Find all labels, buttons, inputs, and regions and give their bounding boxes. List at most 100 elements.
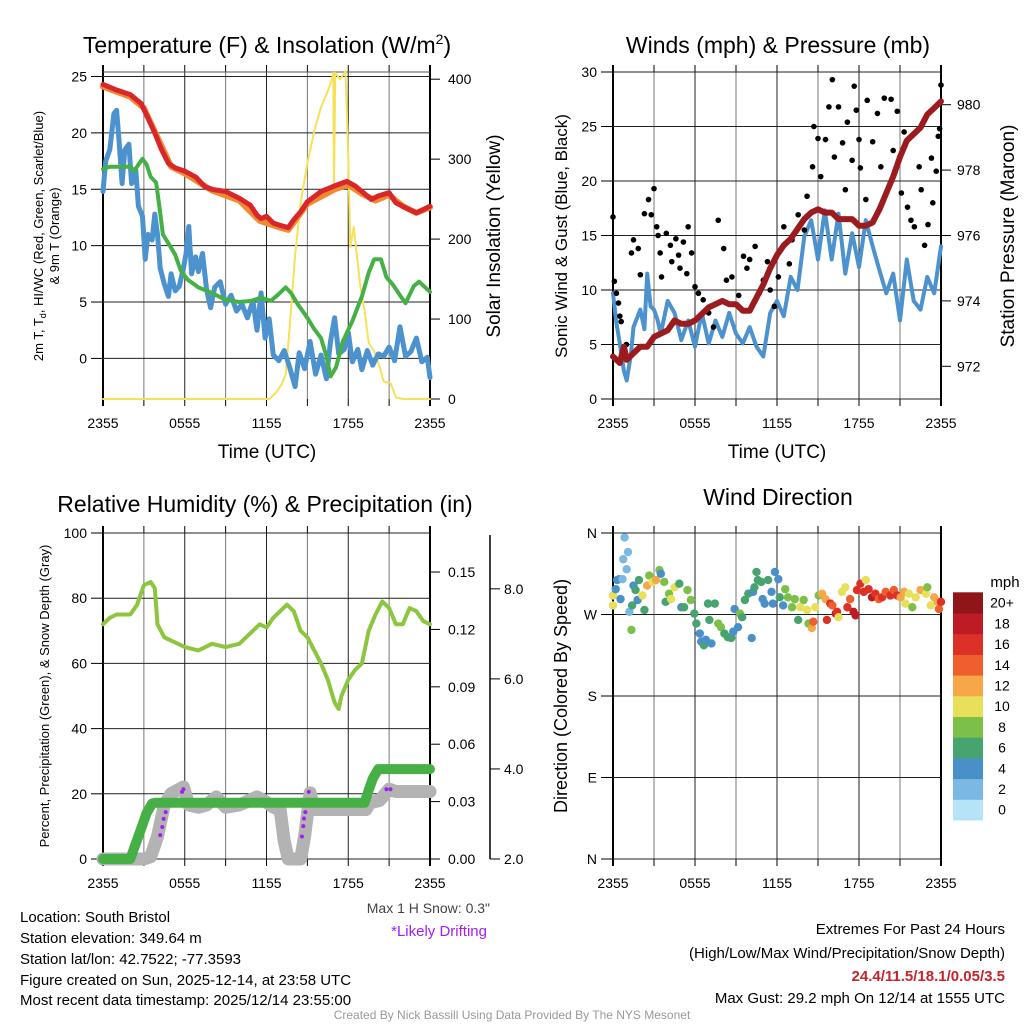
- gust-point: [925, 221, 931, 228]
- pressure-y-axis-title: Station Pressure (Maroon): [998, 125, 1019, 348]
- wind-direction-point: [640, 605, 649, 615]
- wind-direction-point: [923, 583, 932, 592]
- gust-point: [936, 125, 943, 132]
- gust-point: [746, 256, 753, 263]
- extremes-heading: Extremes For Past 24 Hours: [816, 921, 1005, 938]
- gust-point: [786, 261, 793, 267]
- gust-point: [668, 258, 675, 265]
- wind-direction-points: [608, 533, 946, 650]
- winds-x-axis-title: Time (UTC): [728, 442, 827, 463]
- gust-point: [849, 157, 855, 164]
- left-tick-label: 100: [64, 525, 88, 541]
- wind-direction-point: [692, 619, 701, 628]
- gust-point: [641, 210, 648, 217]
- wind-direction-y-axis-title: Direction (Colored By Speed): [551, 579, 571, 813]
- gust-point: [928, 155, 935, 161]
- left-tick-label: N: [587, 525, 597, 541]
- wind-direction-point: [851, 611, 860, 620]
- colorbar-swatch: [953, 633, 983, 655]
- wind-direction-point: [638, 591, 647, 600]
- gust-point: [685, 223, 691, 230]
- winds-chart-title: Winds (mph) & Pressure (mb): [626, 32, 930, 58]
- gust-point: [935, 133, 942, 140]
- right2-tick-label: 4.0: [504, 761, 524, 777]
- drifting-marker: [160, 825, 165, 830]
- wind-direction-point: [750, 583, 759, 592]
- chart-2-left-ticks: 0 20 40 60 80 100: [64, 525, 430, 867]
- left-tick-label: 20: [71, 125, 87, 141]
- colorbar-swatch: [953, 613, 983, 635]
- drifting-marker: [301, 824, 306, 829]
- wind-direction-point: [757, 577, 766, 587]
- gust-point: [740, 253, 747, 260]
- solar-y-axis-title: Solar Insolation (Yellow): [484, 134, 505, 337]
- left-tick-label: 20: [581, 173, 597, 189]
- max-gust: Max Gust: 29.2 mph On 12/14 at 1555 UTC: [715, 990, 1005, 1007]
- wind-direction-point: [656, 569, 666, 578]
- wind-direction-point: [934, 604, 944, 614]
- gust-point: [611, 278, 618, 285]
- right2-tick-label: 8.0: [504, 581, 524, 597]
- colorbar-label: 6: [998, 740, 1006, 756]
- gust-point: [894, 108, 901, 115]
- gust-point: [615, 300, 622, 306]
- colorbar-swatch: [953, 675, 983, 697]
- left-tick-label: 0: [589, 391, 597, 407]
- gust-point: [801, 227, 808, 233]
- gust-point: [901, 129, 907, 135]
- gust-point: [680, 239, 687, 245]
- left-tick-label: E: [588, 770, 597, 786]
- wind-direction-point: [690, 609, 699, 618]
- gust-point: [857, 165, 864, 171]
- drifting-marker-group: [158, 787, 393, 839]
- right-tick-label: 100: [448, 311, 472, 327]
- gust-point: [908, 217, 914, 224]
- wind-direction-point: [774, 574, 783, 584]
- wind-direction-point: [627, 625, 636, 635]
- drifting-marker: [388, 787, 393, 792]
- wind-direction-point: [611, 584, 620, 594]
- right-tick-label: 978: [957, 162, 981, 178]
- gust-point: [692, 283, 698, 290]
- left-tick-label: 0: [79, 851, 87, 867]
- wind-direction-point: [864, 584, 873, 594]
- gust-point: [744, 265, 750, 272]
- gust-point: [630, 237, 637, 243]
- x-tick-label: 0555: [169, 875, 200, 891]
- extremes-legend: (High/Low/Max Wind/Precipitation/Snow De…: [689, 945, 1005, 962]
- gust-point: [795, 211, 801, 218]
- drifting-marker: [299, 834, 304, 839]
- right-tick-label: 0: [448, 391, 456, 407]
- chart-0-right-ticks: 0 100 200 300 400: [430, 71, 472, 407]
- wind-direction-point: [841, 583, 850, 592]
- wind-direction-point: [775, 593, 784, 602]
- gust-point: [842, 186, 849, 193]
- wind-direction-point: [926, 601, 935, 610]
- sonic-wind-line: [611, 208, 943, 383]
- colorbar-swatch: [953, 592, 983, 614]
- left-tick-label: 15: [71, 181, 87, 197]
- drifting-marker: [161, 816, 166, 821]
- wind-chill-line: [100, 107, 433, 390]
- x-tick-label: 1155: [251, 415, 281, 431]
- wind-direction-point: [787, 603, 797, 612]
- left-tick-label: 25: [71, 69, 87, 85]
- right-tick-label: 400: [448, 71, 472, 87]
- gust-point: [771, 303, 778, 310]
- gust-point: [735, 292, 742, 299]
- gust-point-group: [610, 76, 944, 348]
- colorbar-swatch: [953, 757, 983, 780]
- wind-direction-point: [608, 591, 618, 600]
- wind-direction-point: [695, 629, 704, 638]
- left-tick-label: 10: [71, 238, 87, 254]
- temperature-y-axis-title: 2m T, Td, HI/WC (Red, Green, Scarlet/Blu…: [31, 111, 48, 361]
- gust-point: [863, 196, 869, 203]
- gust-point: [853, 107, 860, 113]
- gust-point: [610, 214, 616, 220]
- wind-direction-point: [707, 639, 716, 648]
- colorbar-label: 4: [998, 760, 1006, 776]
- gust-point: [911, 223, 918, 230]
- precipitation-line: [98, 764, 435, 864]
- wind-direction-point: [686, 595, 696, 605]
- drifting-marker: [306, 789, 311, 794]
